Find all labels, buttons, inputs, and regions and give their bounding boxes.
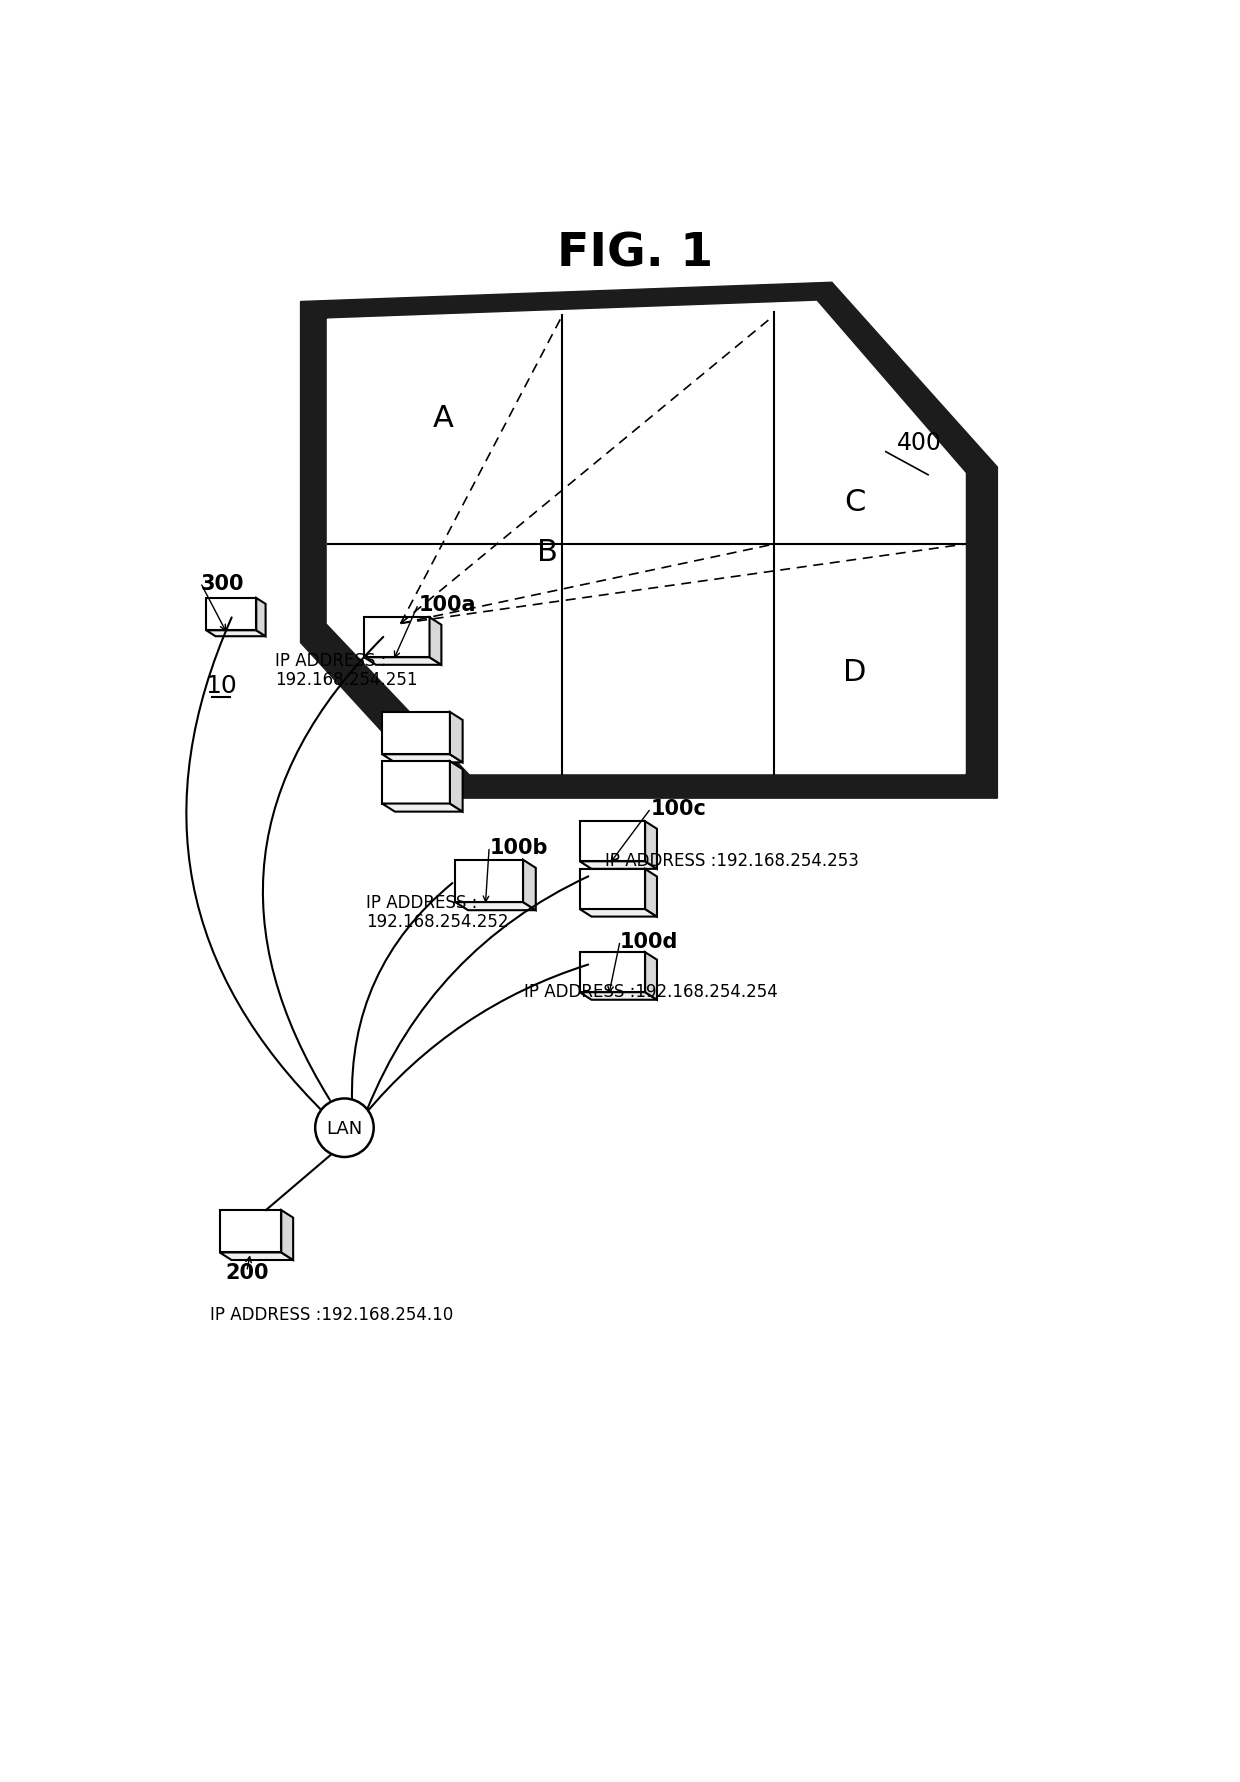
Polygon shape <box>382 756 463 763</box>
Polygon shape <box>523 861 536 911</box>
Text: FIG. 1: FIG. 1 <box>558 232 713 276</box>
Polygon shape <box>645 822 657 870</box>
Polygon shape <box>579 993 657 1000</box>
Polygon shape <box>450 761 463 813</box>
Polygon shape <box>257 599 265 636</box>
Polygon shape <box>579 822 645 862</box>
Polygon shape <box>645 870 657 918</box>
Polygon shape <box>219 1210 281 1253</box>
Text: IP ADDRESS :192.168.254.10: IP ADDRESS :192.168.254.10 <box>211 1306 454 1324</box>
Text: 400: 400 <box>898 431 942 454</box>
Text: D: D <box>843 658 867 686</box>
Polygon shape <box>429 618 441 665</box>
Polygon shape <box>455 903 536 911</box>
Text: IP ADDRESS :: IP ADDRESS : <box>366 893 477 912</box>
Polygon shape <box>382 713 450 756</box>
Text: C: C <box>844 488 866 517</box>
Text: 100c: 100c <box>651 798 707 818</box>
Polygon shape <box>327 303 965 773</box>
Polygon shape <box>579 953 645 993</box>
Polygon shape <box>206 631 265 636</box>
Polygon shape <box>382 761 450 804</box>
Text: 10: 10 <box>206 674 237 697</box>
Text: IP ADDRESS :192.168.254.254: IP ADDRESS :192.168.254.254 <box>523 982 777 1000</box>
Text: 200: 200 <box>224 1262 268 1281</box>
Polygon shape <box>579 870 645 909</box>
Polygon shape <box>281 1210 293 1260</box>
Polygon shape <box>579 862 657 870</box>
Text: LAN: LAN <box>326 1119 362 1137</box>
Text: 100a: 100a <box>418 595 476 615</box>
Polygon shape <box>579 909 657 918</box>
Text: 192.168.254.251: 192.168.254.251 <box>275 670 418 688</box>
Text: A: A <box>433 403 454 433</box>
Polygon shape <box>645 953 657 1000</box>
Text: 192.168.254.252: 192.168.254.252 <box>366 912 508 930</box>
Polygon shape <box>450 713 463 763</box>
Text: IP ADDRESS :: IP ADDRESS : <box>275 650 387 670</box>
Text: B: B <box>537 538 558 567</box>
Polygon shape <box>219 1253 293 1260</box>
Polygon shape <box>455 861 523 903</box>
Polygon shape <box>365 658 441 665</box>
Polygon shape <box>365 618 429 658</box>
Text: 300: 300 <box>201 574 244 593</box>
Text: IP ADDRESS :192.168.254.253: IP ADDRESS :192.168.254.253 <box>605 852 858 870</box>
Polygon shape <box>206 599 257 631</box>
Circle shape <box>315 1099 373 1157</box>
Text: 100b: 100b <box>490 838 548 857</box>
Polygon shape <box>300 283 997 798</box>
Text: 100d: 100d <box>620 930 678 952</box>
Polygon shape <box>382 804 463 813</box>
